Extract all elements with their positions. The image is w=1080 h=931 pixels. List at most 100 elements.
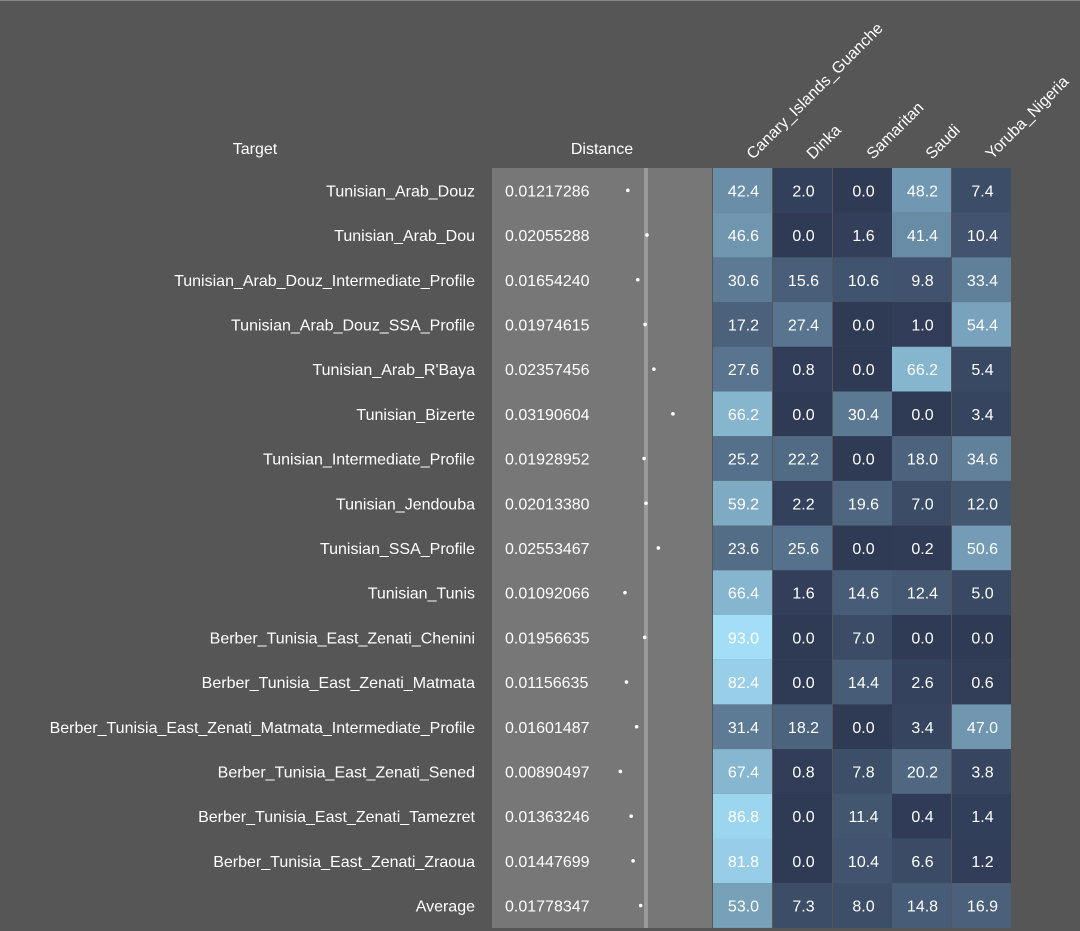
heatmap-cell-label: 7.8 bbox=[852, 764, 874, 781]
heatmap-cell bbox=[773, 659, 832, 705]
heatmap-cell bbox=[952, 480, 1011, 526]
heatmap-cell bbox=[773, 883, 832, 928]
heatmap-cell-label: 66.4 bbox=[728, 586, 759, 603]
heatmap-cell-label: 0.0 bbox=[792, 228, 814, 245]
row-target-label: Tunisian_Arab_R'Baya bbox=[312, 362, 475, 379]
heatmap-cell bbox=[892, 749, 951, 794]
heatmap-cell bbox=[773, 615, 832, 660]
heatmap-cell-label: 2.6 bbox=[911, 675, 933, 692]
heatmap-cell-label: 0.0 bbox=[792, 675, 814, 692]
heatmap-cell-label: 12.0 bbox=[967, 496, 998, 513]
heatmap-cell bbox=[713, 838, 772, 884]
heatmap-cell bbox=[952, 346, 1011, 392]
heatmap-cell bbox=[892, 302, 951, 347]
table-row: Berber_Tunisia_East_Zenati_Matmata 0.0115… bbox=[202, 659, 1011, 705]
row-distance-value: 0.03190604 bbox=[505, 407, 590, 424]
table-row: Average 0.01778347 53.0 7.3 8.0 14.8 16.9 bbox=[416, 883, 1011, 928]
row-distance-value: 0.01363246 bbox=[505, 809, 590, 826]
distance-dot bbox=[671, 412, 675, 416]
heatmap-cell bbox=[833, 212, 892, 258]
heatmap-cell-label: 7.0 bbox=[852, 630, 874, 647]
heatmap-cell-label: 42.4 bbox=[728, 183, 759, 200]
heatmap-cell bbox=[833, 793, 892, 839]
heatmap-cell-label: 1.2 bbox=[971, 854, 993, 871]
heatmap-cell bbox=[833, 570, 892, 615]
heatmap-cell bbox=[892, 391, 951, 437]
table-row: Berber_Tunisia_East_Zenati_Zraoua 0.01447… bbox=[213, 838, 1011, 884]
table-row: Tunisian_Intermediate_Profile 0.01928952 2… bbox=[263, 436, 1011, 481]
heatmap-cell-label: 66.2 bbox=[728, 407, 759, 424]
heatmap-cell-label: 54.4 bbox=[967, 317, 998, 334]
table-row: Tunisian_Arab_Douz 0.01217286 42.4 2.0 0.0 48… bbox=[326, 168, 1011, 213]
heatmap-cell bbox=[773, 838, 832, 884]
heatmap-cell bbox=[713, 883, 772, 928]
heatmap-cell bbox=[833, 302, 892, 347]
row-target-label: Tunisian_SSA_Profile bbox=[320, 541, 475, 558]
distance-panel bbox=[492, 168, 712, 928]
heatmap-cell bbox=[713, 257, 772, 303]
heatmap-cell bbox=[773, 302, 832, 347]
heatmap-cell-label: 7.3 bbox=[792, 899, 814, 916]
distance-dot bbox=[629, 814, 633, 818]
heatmap-cell bbox=[773, 212, 832, 258]
table-row: Tunisian_Tunis 0.01092066 66.4 1.6 14.6 12.4 5… bbox=[368, 570, 1011, 615]
row-distance-value: 0.01974615 bbox=[505, 317, 590, 334]
heatmap-cell-label: 14.4 bbox=[848, 675, 879, 692]
heatmap-cell-label: 14.8 bbox=[907, 899, 938, 916]
heatmap-cell bbox=[713, 212, 772, 258]
heatmap-cell bbox=[892, 212, 951, 258]
heatmap-cell bbox=[713, 480, 772, 526]
heatmap-cell bbox=[892, 793, 951, 839]
heatmap-cell bbox=[773, 168, 832, 213]
heatmap-cell bbox=[892, 883, 951, 928]
heatmap-cell-label: 3.8 bbox=[971, 764, 993, 781]
heatmap-cell bbox=[952, 615, 1011, 660]
heatmap-cell bbox=[773, 704, 832, 750]
heatmap-cell bbox=[773, 525, 832, 571]
heatmap-cell-label: 0.2 bbox=[911, 541, 933, 558]
heatmap-cell-label: 6.6 bbox=[911, 854, 933, 871]
heatmap-cell-label: 5.4 bbox=[971, 362, 993, 379]
row-distance-value: 0.01778347 bbox=[505, 899, 590, 916]
row-target-label: Average bbox=[416, 899, 475, 916]
heatmap-cell bbox=[833, 391, 892, 437]
heatmap-cell-label: 20.2 bbox=[907, 764, 938, 781]
heatmap-cell-label: 0.0 bbox=[792, 854, 814, 871]
heatmap-cell-label: 3.4 bbox=[911, 720, 933, 737]
heatmap-cell-label: 19.6 bbox=[848, 496, 879, 513]
heatmap-cell bbox=[952, 838, 1011, 884]
heatmap-cell bbox=[952, 525, 1011, 571]
heatmap-cell-label: 30.4 bbox=[848, 407, 879, 424]
heatmap-cell bbox=[952, 436, 1011, 481]
heatmap-cell-label: 93.0 bbox=[728, 630, 759, 647]
distance-dot bbox=[643, 322, 647, 327]
heatmap-cell-label: 1.0 bbox=[911, 317, 933, 334]
heatmap-cell bbox=[952, 704, 1011, 750]
heatmap-cell-label: 27.4 bbox=[788, 317, 819, 334]
heatmap-cell bbox=[952, 257, 1011, 303]
heatmap-cell-label: 1.4 bbox=[971, 809, 993, 826]
heatmap-cell-label: 0.0 bbox=[792, 809, 814, 826]
row-target-label: Berber_Tunisia_East_Zenati_Chenini bbox=[210, 630, 475, 647]
distance-panel-divider bbox=[644, 168, 648, 928]
row-distance-value: 0.00890497 bbox=[505, 764, 590, 781]
table-row: Tunisian_Arab_Dou 0.02055288 46.6 0.0 1.6 41.… bbox=[334, 212, 1011, 258]
row-target-label: Tunisian_Jendouba bbox=[336, 496, 475, 513]
row-target-label: Berber_Tunisia_East_Zenati_Matmata bbox=[202, 675, 475, 692]
row-distance-value: 0.02553467 bbox=[505, 541, 590, 558]
heatmap-cell bbox=[952, 749, 1011, 794]
heatmap-cell bbox=[713, 749, 772, 794]
heatmap-cell bbox=[773, 480, 832, 526]
heatmap-cell bbox=[713, 168, 772, 213]
table-row: Tunisian_SSA_Profile 0.02553467 23.6 25.6 0.… bbox=[320, 525, 1011, 571]
heatmap-cell bbox=[952, 883, 1011, 928]
heatmap-cell-label: 46.6 bbox=[728, 228, 759, 245]
heatmap-cell bbox=[833, 883, 892, 928]
row-distance-value: 0.01092066 bbox=[505, 586, 590, 603]
table-row: Berber_Tunisia_East_Zenati_Sened 0.008904… bbox=[218, 749, 1011, 794]
row-target-label: Tunisian_Arab_Dou bbox=[334, 228, 475, 245]
heatmap-cell bbox=[713, 391, 772, 437]
heatmap-cell-label: 33.4 bbox=[967, 273, 998, 290]
heatmap-cell-label: 9.8 bbox=[911, 273, 933, 290]
distance-dot bbox=[626, 188, 630, 193]
